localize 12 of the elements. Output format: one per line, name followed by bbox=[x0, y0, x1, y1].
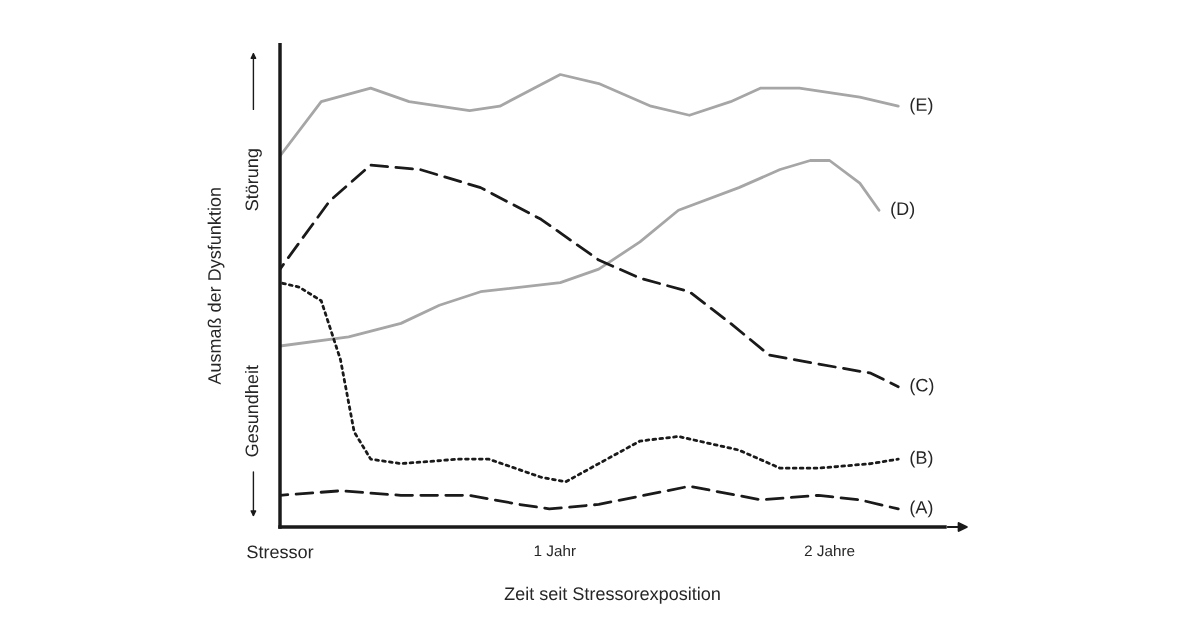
series-label: (A) bbox=[910, 500, 933, 518]
y-axis-title: Ausmaß der Dysfunktion bbox=[207, 188, 225, 385]
x-tick-label: 1 Jahr bbox=[534, 545, 576, 557]
x-tick-label: Stressor bbox=[247, 545, 314, 559]
text: Gesundheit bbox=[245, 365, 259, 457]
text: Störung bbox=[245, 149, 262, 211]
series-label: (D) bbox=[891, 201, 915, 219]
x-tick-label: 2 Jahre bbox=[804, 545, 855, 557]
series-label: (B) bbox=[910, 450, 933, 468]
series-label: (C) bbox=[910, 378, 934, 396]
x-axis-title: Zeit seit Stressorexposition bbox=[504, 586, 720, 604]
series-label: (E) bbox=[910, 97, 933, 115]
